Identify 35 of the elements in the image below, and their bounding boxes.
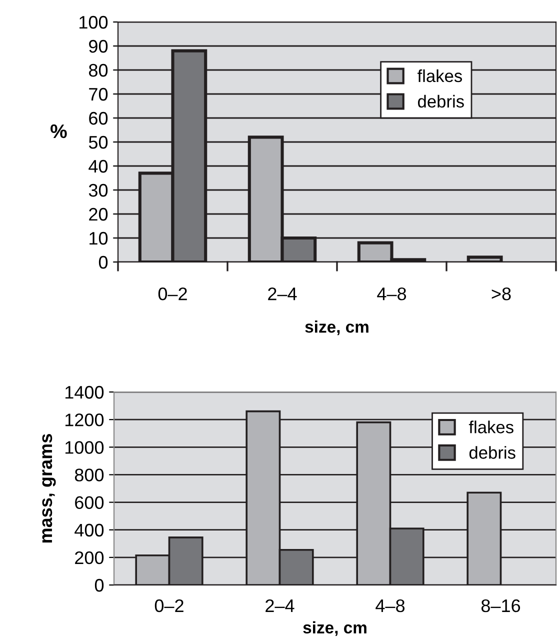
y-axis-title: mass, grams — [42, 434, 56, 543]
y-tick-label: 40 — [88, 160, 108, 173]
x-axis-title: size, cm — [303, 621, 366, 636]
x-tick-label: 2–4 — [268, 287, 297, 300]
y-tick-label: 1000 — [65, 441, 104, 454]
y-tick-label: 1200 — [65, 414, 104, 426]
y-tick-label: 100 — [80, 16, 108, 29]
y-tick-label: 10 — [90, 232, 108, 245]
x-axis-title: size, cm — [305, 320, 368, 336]
y-tick-label: 800 — [74, 468, 104, 482]
y-tick-label: 1400 — [65, 386, 104, 399]
y-tick-label: 600 — [75, 496, 104, 510]
y-tick-label: 70 — [89, 88, 108, 101]
y-tick-label: 200 — [75, 551, 104, 564]
y-tick-label: 60 — [89, 112, 108, 125]
y-tick-label: 30 — [88, 184, 108, 197]
legend-label: flakes — [468, 420, 514, 434]
y-axis-title: % — [50, 124, 67, 138]
y-tick-label: 0 — [94, 578, 104, 592]
x-tick-label: 8–16 — [481, 599, 520, 612]
y-tick-label: 90 — [89, 40, 108, 53]
legend-label: flakes — [418, 69, 462, 82]
legend-label: debris — [469, 446, 516, 459]
y-tick-label: 80 — [88, 64, 108, 77]
y-tick-label: 400 — [74, 524, 104, 537]
x-tick-label: 4–8 — [376, 599, 405, 612]
x-tick-label: 4–8 — [377, 287, 406, 300]
legend-label: debris — [418, 94, 464, 108]
y-tick-label: 20 — [89, 208, 108, 221]
y-tick-label: 0 — [98, 256, 108, 269]
x-tick-label: 0–2 — [154, 599, 184, 612]
x-tick-label: 2–4 — [266, 599, 294, 612]
y-tick-label: 50 — [88, 136, 108, 149]
x-tick-label: >8 — [492, 287, 511, 300]
x-tick-label: 0–2 — [158, 287, 187, 300]
